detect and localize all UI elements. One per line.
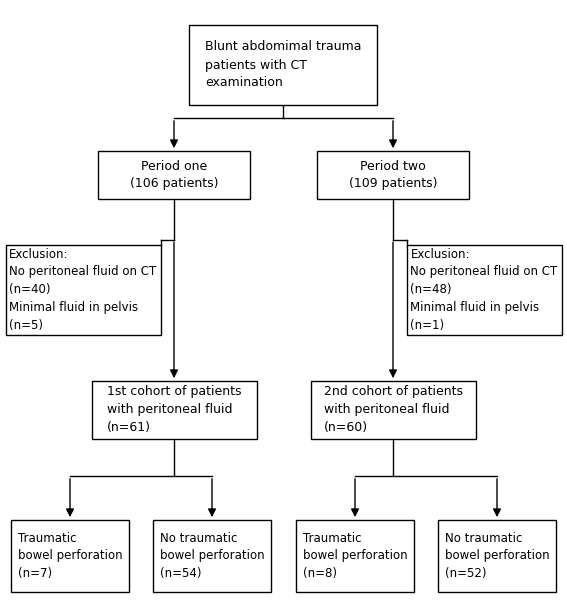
FancyBboxPatch shape: [189, 25, 377, 105]
FancyBboxPatch shape: [6, 245, 160, 335]
Text: 1st cohort of patients
with peritoneal fluid
(n=61): 1st cohort of patients with peritoneal f…: [107, 385, 241, 435]
FancyBboxPatch shape: [91, 381, 256, 439]
FancyBboxPatch shape: [317, 151, 469, 199]
Text: Traumatic
bowel perforation
(n=7): Traumatic bowel perforation (n=7): [18, 531, 122, 581]
FancyBboxPatch shape: [407, 245, 561, 335]
Text: Period two
(109 patients): Period two (109 patients): [349, 159, 437, 190]
FancyBboxPatch shape: [98, 151, 250, 199]
Text: Exclusion:
No peritoneal fluid on CT
(n=40)
Minimal fluid in pelvis
(n=5): Exclusion: No peritoneal fluid on CT (n=…: [10, 247, 156, 333]
FancyBboxPatch shape: [296, 520, 414, 592]
FancyBboxPatch shape: [311, 381, 476, 439]
Text: Period one
(106 patients): Period one (106 patients): [130, 159, 218, 190]
FancyBboxPatch shape: [153, 520, 271, 592]
Text: 2nd cohort of patients
with peritoneal fluid
(n=60): 2nd cohort of patients with peritoneal f…: [324, 385, 463, 435]
Text: Traumatic
bowel perforation
(n=8): Traumatic bowel perforation (n=8): [303, 531, 407, 581]
Text: Blunt abdomimal trauma
patients with CT
examination: Blunt abdomimal trauma patients with CT …: [205, 41, 361, 90]
Text: No traumatic
bowel perforation
(n=54): No traumatic bowel perforation (n=54): [160, 531, 264, 581]
Text: No traumatic
bowel perforation
(n=52): No traumatic bowel perforation (n=52): [445, 531, 549, 581]
FancyBboxPatch shape: [11, 520, 129, 592]
Text: Exclusion:
No peritoneal fluid on CT
(n=48)
Minimal fluid in pelvis
(n=1): Exclusion: No peritoneal fluid on CT (n=…: [411, 247, 557, 333]
FancyBboxPatch shape: [438, 520, 556, 592]
